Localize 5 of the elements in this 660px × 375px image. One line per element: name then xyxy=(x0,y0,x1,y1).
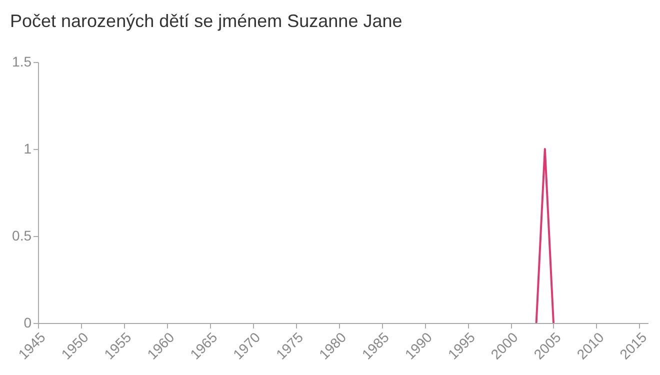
y-tick-label: 1.5 xyxy=(12,54,32,70)
y-tick-label: 0 xyxy=(24,314,32,330)
y-tick-label: 0.5 xyxy=(12,228,32,244)
y-tick-label: 1 xyxy=(24,140,32,156)
chart-title: Počet narozených dětí se jménem Suzanne Jane xyxy=(10,11,402,31)
